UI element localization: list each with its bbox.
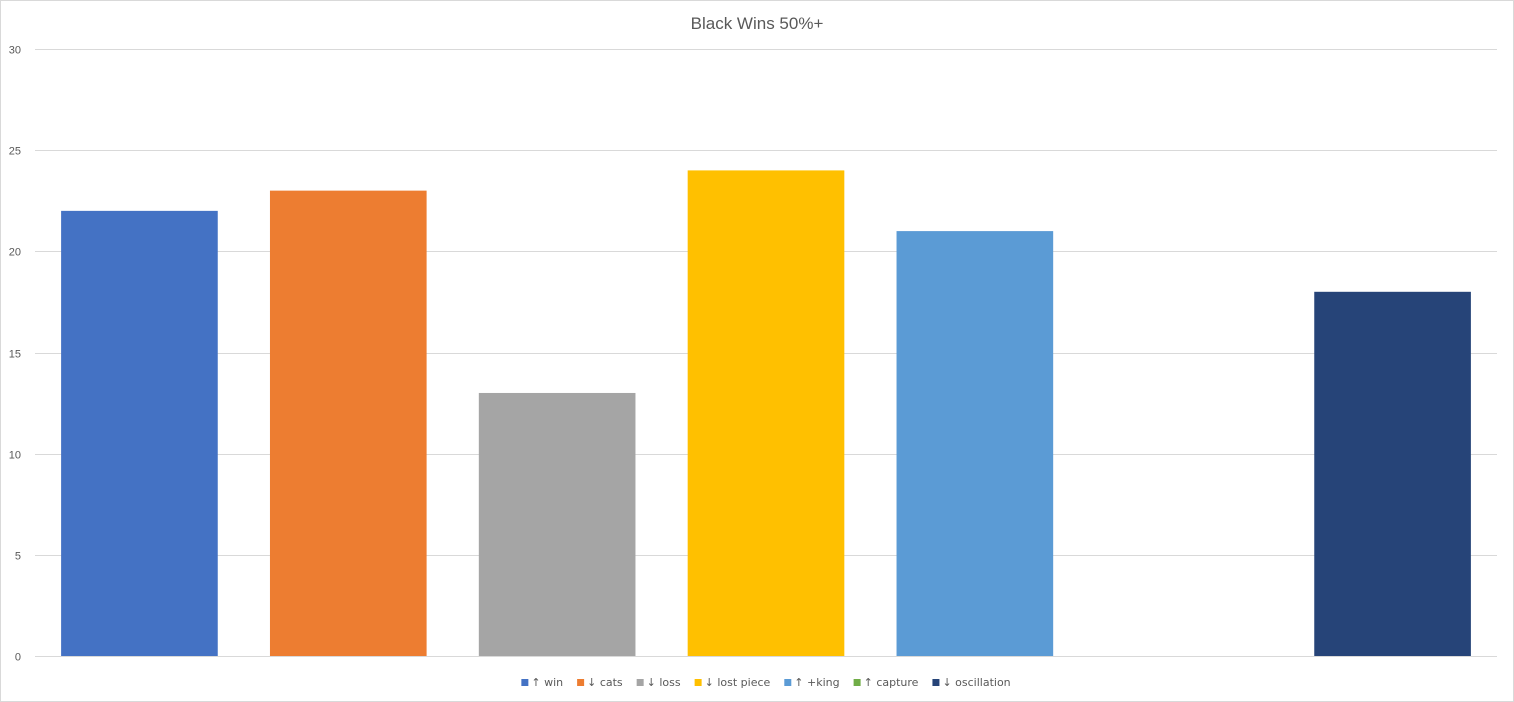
legend: ↑ win ↓ cats ↓ loss ↓ lost piece ↑ +king ↑ ca… (521, 676, 1011, 689)
y-tick-label: 5 (15, 551, 21, 563)
y-tick-label: 10 (9, 450, 21, 462)
legend-item: ↑ +king (784, 676, 840, 689)
y-tick-label: 30 (9, 45, 21, 57)
legend-item: ↓ oscillation (932, 676, 1011, 689)
y-tick-label: 0 (15, 652, 21, 664)
legend-swatch (636, 679, 644, 686)
legend-label: ↓ loss (647, 676, 681, 689)
bars (61, 170, 1471, 656)
bar-5 (896, 231, 1054, 656)
legend-item: ↓ loss (636, 676, 681, 689)
legend-item: ↓ cats (577, 676, 623, 689)
legend-label: ↓ oscillation (942, 676, 1010, 689)
y-tick-label: 20 (9, 247, 21, 259)
bar-3 (478, 392, 636, 656)
legend-label: ↓ cats (587, 676, 623, 689)
legend-item: ↑ win (521, 676, 563, 689)
y-tick-label: 15 (9, 349, 21, 361)
legend-swatch (577, 679, 585, 686)
chart-title: Black Wins 50%+ (691, 14, 824, 33)
y-tick-label: 25 (9, 146, 21, 158)
legend-label: ↑ capture (864, 676, 919, 689)
legend-label: ↑ win (531, 676, 563, 689)
legend-label: ↑ +king (794, 676, 839, 689)
legend-swatch (521, 679, 529, 686)
bar-1 (61, 210, 218, 656)
legend-label: ↓ lost piece (705, 676, 771, 689)
legend-item: ↑ capture (853, 676, 919, 689)
legend-swatch (694, 679, 702, 686)
bar-2 (269, 190, 427, 656)
legend-swatch (784, 679, 792, 686)
bar-7 (1314, 291, 1471, 656)
legend-item: ↓ lost piece (694, 676, 771, 689)
legend-swatch (932, 679, 940, 686)
legend-swatch (853, 679, 861, 686)
bar-4 (687, 170, 845, 656)
y-axis-ticks: 0 5 10 15 20 25 30 (9, 45, 21, 664)
